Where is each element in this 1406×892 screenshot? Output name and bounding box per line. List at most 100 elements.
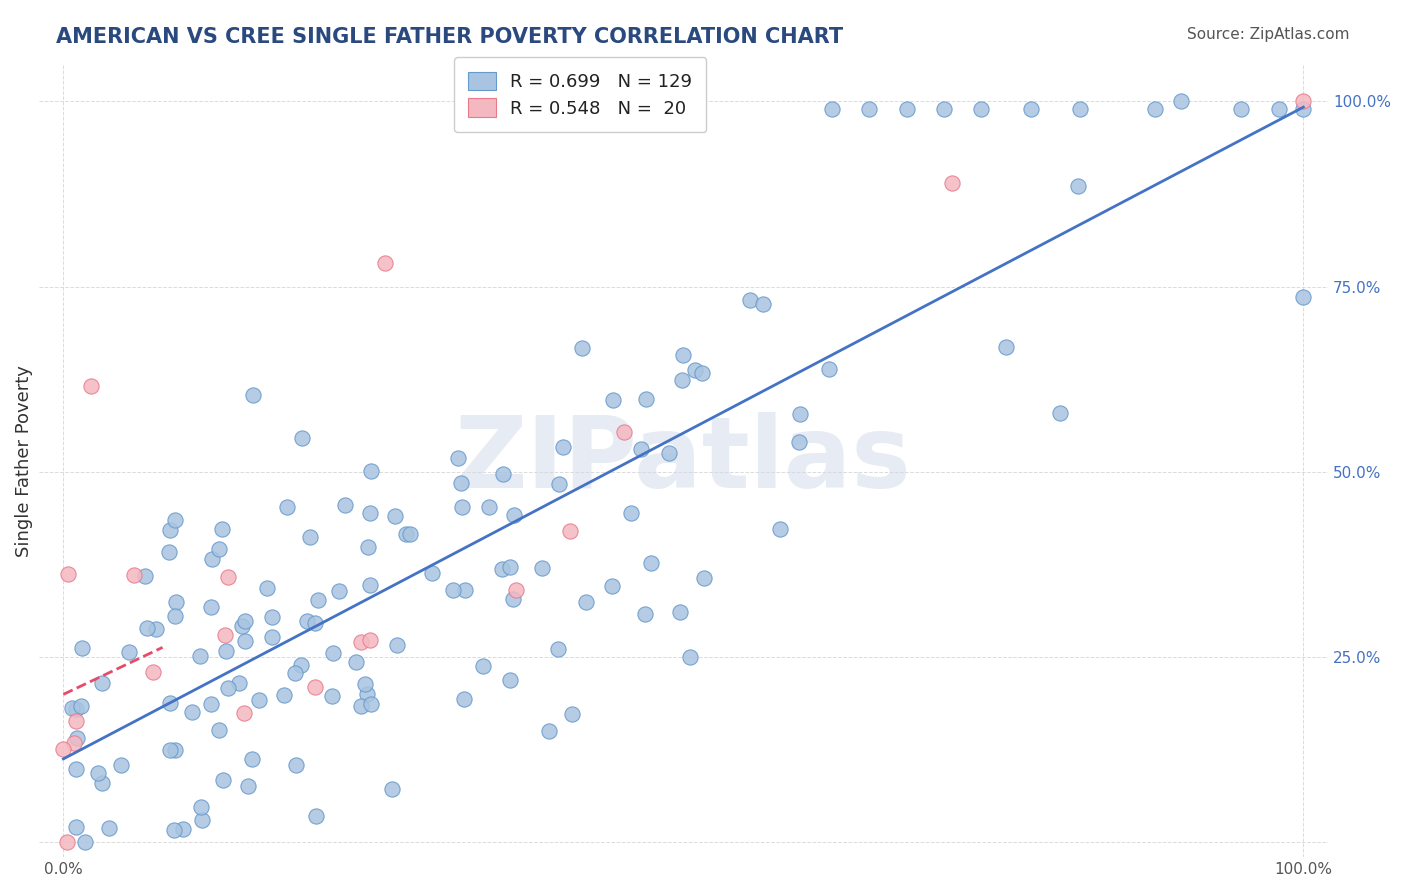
Cree (941, 176, 963, 190)
Americans (276, 500, 298, 514)
Americans (298, 530, 321, 544)
Americans (70, 698, 93, 713)
Americans (571, 341, 593, 355)
Americans (359, 578, 381, 592)
Americans (634, 392, 657, 407)
Americans (304, 615, 326, 630)
Americans (163, 513, 186, 527)
Cree (350, 634, 373, 648)
Americans (787, 435, 810, 450)
Cree (214, 628, 236, 642)
Americans (360, 697, 382, 711)
Americans (450, 500, 472, 515)
Americans (290, 658, 312, 673)
Americans (159, 523, 181, 537)
Americans (679, 650, 702, 665)
Americans (492, 467, 515, 481)
Americans (65, 702, 87, 716)
Americans (118, 645, 141, 659)
Cree (52, 742, 75, 756)
Americans (66, 731, 89, 745)
Cree (141, 665, 163, 679)
Cree (1292, 95, 1315, 109)
Americans (211, 522, 233, 536)
Americans (357, 540, 380, 554)
Americans (384, 508, 406, 523)
Americans (291, 431, 314, 445)
Americans (211, 773, 233, 788)
Americans (165, 743, 187, 757)
Americans (1069, 102, 1091, 116)
Americans (208, 542, 231, 557)
Americans (1292, 290, 1315, 304)
Americans (136, 621, 159, 635)
Americans (896, 102, 918, 116)
Text: ZIPatlas: ZIPatlas (456, 412, 911, 509)
Legend: R = 0.699   N = 129, R = 0.548   N =  20: R = 0.699 N = 129, R = 0.548 N = 20 (454, 57, 706, 132)
Americans (399, 527, 422, 541)
Cree (217, 570, 239, 584)
Americans (159, 742, 181, 756)
Americans (499, 559, 522, 574)
Cree (233, 706, 256, 720)
Americans (547, 642, 569, 657)
Americans (548, 477, 571, 491)
Americans (1292, 102, 1315, 116)
Cree (65, 714, 87, 728)
Americans (817, 361, 839, 376)
Americans (387, 638, 409, 652)
Americans (191, 813, 214, 827)
Americans (65, 762, 87, 776)
Americans (359, 506, 381, 520)
Americans (190, 800, 212, 814)
Americans (538, 724, 561, 739)
Americans (420, 566, 443, 580)
Americans (441, 582, 464, 597)
Americans (1067, 178, 1090, 193)
Americans (769, 522, 792, 536)
Americans (349, 698, 371, 713)
Y-axis label: Single Father Poverty: Single Father Poverty (15, 365, 32, 557)
Americans (73, 835, 96, 849)
Americans (740, 293, 762, 308)
Americans (200, 600, 222, 615)
Americans (690, 367, 713, 381)
Americans (789, 407, 811, 421)
Cree (359, 633, 381, 648)
Americans (344, 655, 367, 669)
Americans (575, 595, 598, 609)
Americans (995, 341, 1018, 355)
Americans (502, 508, 524, 522)
Americans (165, 595, 187, 609)
Americans (630, 442, 652, 456)
Americans (600, 579, 623, 593)
Americans (932, 102, 955, 116)
Americans (217, 681, 239, 696)
Americans (165, 609, 187, 624)
Americans (672, 348, 695, 362)
Americans (970, 102, 993, 116)
Americans (671, 373, 693, 387)
Americans (236, 779, 259, 793)
Americans (242, 387, 264, 401)
Americans (233, 634, 256, 648)
Americans (453, 582, 475, 597)
Americans (322, 646, 344, 660)
Americans (453, 691, 475, 706)
Americans (356, 687, 378, 701)
Americans (256, 582, 278, 596)
Americans (821, 102, 844, 116)
Americans (233, 614, 256, 628)
Cree (374, 256, 396, 270)
Americans (669, 605, 692, 619)
Americans (561, 707, 583, 722)
Americans (478, 500, 501, 514)
Americans (295, 614, 318, 628)
Americans (157, 545, 180, 559)
Americans (231, 619, 253, 633)
Cree (560, 524, 582, 538)
Cree (56, 566, 79, 581)
Americans (260, 630, 283, 644)
Cree (122, 568, 145, 582)
Americans (207, 723, 229, 738)
